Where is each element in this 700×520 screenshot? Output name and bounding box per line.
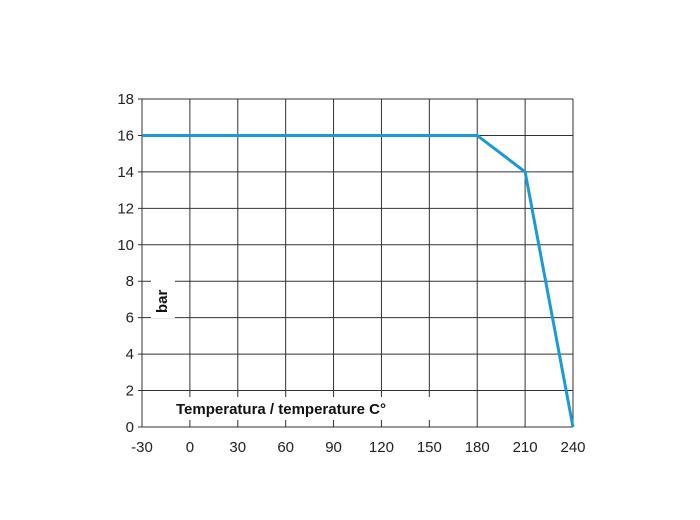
x-axis-label: Temperatura / temperature C° (176, 401, 386, 418)
x-tick-label: -30 (131, 439, 153, 456)
y-tick-label: 14 (117, 164, 134, 181)
chart-grid (138, 98, 574, 428)
x-tick-label: 90 (325, 439, 342, 456)
y-tick-label: 4 (126, 346, 134, 363)
x-tick-label: 240 (560, 439, 585, 456)
x-tick-label: 210 (513, 439, 538, 456)
y-tick-label: 8 (126, 273, 134, 290)
x-tick-label: 30 (229, 439, 246, 456)
x-tick-label: 0 (186, 439, 194, 456)
y-axis-label: bar (154, 289, 171, 313)
y-tick-label: 10 (117, 237, 134, 254)
x-tick-label: 180 (465, 439, 490, 456)
y-tick-label: 12 (117, 200, 134, 217)
x-tick-labels: -30 0 30 60 90 120 150 180 210 240 (131, 439, 585, 456)
y-tick-label: 16 (117, 127, 134, 144)
y-tick-label: 18 (117, 91, 134, 108)
y-axis-label-background (151, 280, 175, 318)
y-tick-label: 6 (126, 310, 134, 327)
x-tick-label: 150 (417, 439, 442, 456)
y-tick-labels: 0 2 4 6 8 10 12 14 16 18 (117, 91, 134, 436)
y-tick-label: 2 (126, 383, 134, 400)
series-line (142, 133, 575, 428)
x-axis-label-background (170, 397, 430, 420)
x-tick-label: 60 (277, 439, 294, 456)
y-tick-label: 0 (126, 419, 134, 436)
series-lines (142, 133, 575, 428)
x-tick-label: 120 (369, 439, 394, 456)
